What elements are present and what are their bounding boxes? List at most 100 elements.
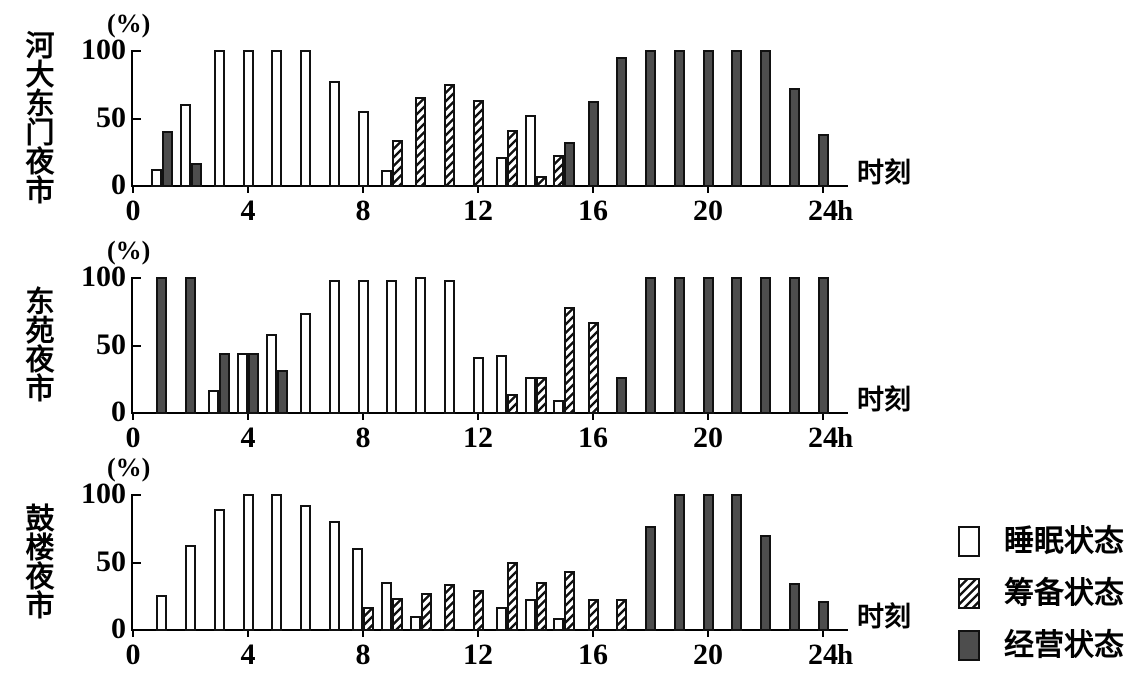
- bar-oper-hour-22: [760, 534, 771, 631]
- bar-prep-hour-14: [535, 175, 547, 187]
- x-tick-label: 8: [355, 194, 371, 227]
- bar-prep-hour-15: [553, 155, 565, 187]
- x-tick-label: 12: [463, 421, 493, 454]
- y-tick-label: 100: [81, 33, 126, 66]
- bar-oper-hour-19: [673, 50, 685, 187]
- bar-sleep-hour-8: [357, 279, 369, 414]
- legend-label-prep: 筹备状态: [1004, 577, 1124, 610]
- legend-item-sleep-state: 睡眠状态: [958, 526, 1124, 557]
- bar-prep-hour-16: [587, 599, 599, 631]
- legend-item-prep-state: 筹备状态: [958, 578, 1124, 609]
- bar-sleep-hour-5: [265, 333, 277, 414]
- bar-sleep-hour-3: [213, 50, 225, 187]
- x-tick: [132, 631, 134, 637]
- bar-prep-hour-11: [443, 83, 455, 187]
- x-tick-label: 8: [355, 421, 371, 454]
- x-tick: [707, 187, 709, 193]
- bar-sleep-hour-12: [472, 356, 484, 414]
- bar-oper-hour-22: [760, 50, 771, 187]
- bar-oper-hour-18: [645, 526, 656, 631]
- bar-oper-hour-21: [731, 494, 743, 631]
- bar-oper-hour-20: [702, 50, 714, 187]
- y-axis: [131, 50, 133, 187]
- x-axis-unit-label: h: [837, 195, 854, 227]
- x-tick-label: 20: [693, 421, 723, 454]
- bar-sleep-hour-1: [156, 595, 168, 631]
- bar-sleep-hour-5: [271, 494, 283, 631]
- bar-oper-hour-19: [673, 277, 685, 414]
- y-tick-label: 0: [111, 395, 126, 428]
- x-tick: [477, 414, 479, 420]
- legend: 睡眠状态 筹备状态 经营状态: [958, 526, 1124, 680]
- panel-title-gulou-market: 鼓楼夜市: [21, 503, 53, 619]
- bar-sleep-hour-1: [150, 168, 162, 187]
- x-tick-label: 20: [693, 194, 723, 227]
- bar-oper-hour-23: [788, 87, 800, 187]
- bar-oper-hour-2: [185, 277, 196, 414]
- y-axis: [131, 277, 133, 414]
- bar-sleep-hour-6: [300, 50, 311, 187]
- x-tick-label: 12: [463, 638, 493, 671]
- bar-prep-hour-15: [564, 570, 576, 631]
- bar-oper-hour-1: [156, 277, 168, 414]
- x-tick: [822, 187, 824, 193]
- x-tick-label: 24: [808, 638, 838, 671]
- x-tick-label: 0: [125, 194, 141, 227]
- y-tick-label: 50: [96, 544, 126, 578]
- x-tick: [247, 414, 249, 420]
- x-tick: [362, 187, 364, 193]
- bar-sleep-hour-15: [553, 618, 565, 631]
- bar-sleep-hour-9: [380, 170, 392, 187]
- legend-label-oper: 经营状态: [1004, 629, 1124, 662]
- x-axis-unit-label: h: [837, 639, 854, 671]
- y-axis-unit-label: (%): [107, 453, 151, 482]
- bar-oper-hour-15: [564, 141, 576, 187]
- bar-oper-hour-21: [731, 277, 743, 414]
- bar-sleep-hour-11: [443, 279, 455, 414]
- bar-sleep-hour-13: [495, 156, 507, 187]
- panel-title-hedadongmen-market: 河大东门夜市: [21, 30, 53, 204]
- bar-prep-hour-14: [535, 581, 547, 631]
- bar-oper-hour-23: [788, 277, 800, 414]
- bar-oper-hour-20: [702, 494, 714, 631]
- bar-sleep-hour-15: [553, 399, 565, 414]
- bar-sleep-hour-14: [524, 114, 536, 187]
- bar-oper-hour-17: [616, 56, 628, 187]
- x-tick: [822, 414, 824, 420]
- y-tick-label: 100: [81, 477, 126, 510]
- bar-prep-hour-9: [391, 140, 403, 187]
- oper-state-swatch-icon: [958, 630, 980, 661]
- bar-sleep-hour-2: [179, 104, 191, 187]
- y-tick-label: 0: [111, 612, 126, 645]
- bar-sleep-hour-14: [524, 376, 536, 414]
- x-tick-label: 0: [125, 638, 141, 671]
- x-tick-label: 4: [240, 421, 256, 454]
- x-axis-title: 时刻: [857, 602, 911, 632]
- bar-sleep-hour-7: [328, 521, 340, 631]
- bar-oper-hour-19: [673, 494, 685, 631]
- bar-prep-hour-16: [587, 321, 599, 414]
- y-tick: [133, 561, 141, 564]
- bar-sleep-hour-9: [386, 279, 398, 414]
- bar-sleep-hour-10: [415, 277, 426, 414]
- bar-prep-hour-8: [363, 607, 374, 631]
- legend-item-oper-state: 经营状态: [958, 630, 1124, 661]
- bar-oper-hour-23: [788, 583, 800, 631]
- bar-sleep-hour-7: [328, 279, 340, 414]
- bar-oper-hour-4: [248, 352, 259, 414]
- bar-prep-hour-10: [420, 592, 432, 631]
- x-tick: [247, 187, 249, 193]
- bar-prep-hour-12: [472, 589, 484, 631]
- x-tick-label: 12: [463, 194, 493, 227]
- bar-sleep-hour-8: [357, 110, 369, 187]
- bar-prep-hour-15: [564, 306, 576, 414]
- x-axis-title: 时刻: [857, 385, 911, 415]
- bar-prep-hour-14: [535, 376, 547, 414]
- x-tick-label: 24: [808, 194, 838, 227]
- panel-title-dongyuan-market: 东苑夜市: [21, 286, 53, 402]
- bar-prep-hour-12: [472, 99, 484, 187]
- y-tick: [133, 277, 141, 279]
- x-tick: [592, 187, 594, 193]
- bar-oper-hour-3: [219, 352, 231, 414]
- y-tick: [133, 344, 141, 347]
